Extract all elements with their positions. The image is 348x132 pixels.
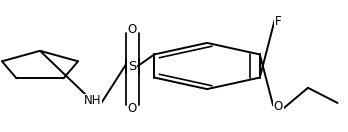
Text: S: S	[128, 60, 136, 72]
Text: O: O	[274, 100, 283, 113]
Text: O: O	[128, 102, 137, 115]
Text: O: O	[128, 23, 137, 36]
Text: F: F	[275, 15, 282, 28]
Text: NH: NH	[84, 95, 101, 107]
